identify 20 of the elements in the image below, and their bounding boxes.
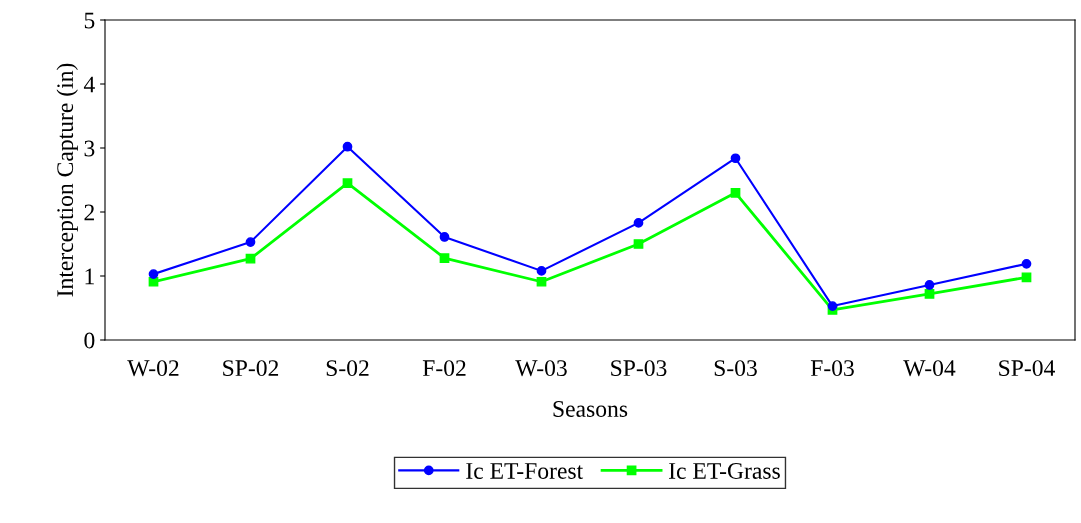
x-tick-label: W-02 bbox=[127, 360, 179, 377]
x-axis-title: Seasons bbox=[553, 401, 628, 417]
y-tick-label: 0 bbox=[84, 332, 95, 349]
legend-label: Ic ET-Grass bbox=[669, 463, 780, 479]
x-tick-label: SP-03 bbox=[611, 360, 667, 377]
x-tick-label: S-02 bbox=[326, 360, 369, 377]
y-tick-label: 5 bbox=[84, 12, 95, 29]
x-tick-label: W-04 bbox=[903, 360, 956, 377]
x-tick-label: W-03 bbox=[515, 360, 567, 377]
y-tick-label: 3 bbox=[84, 140, 95, 157]
x-tick-label: SP-04 bbox=[999, 360, 1055, 377]
x-tick-label: F-03 bbox=[810, 360, 854, 377]
y-tick-label: 1 bbox=[85, 268, 94, 285]
x-tick-label: F-02 bbox=[422, 360, 466, 377]
y-tick-label: 2 bbox=[84, 204, 94, 221]
legend-label: Ic ET-Forest bbox=[466, 463, 584, 479]
x-tick-label: SP-02 bbox=[223, 360, 279, 377]
y-tick-label: 4 bbox=[83, 76, 95, 93]
x-tick-label: S-03 bbox=[714, 360, 757, 377]
y-axis-title: Interception Capture (in) bbox=[56, 63, 78, 297]
